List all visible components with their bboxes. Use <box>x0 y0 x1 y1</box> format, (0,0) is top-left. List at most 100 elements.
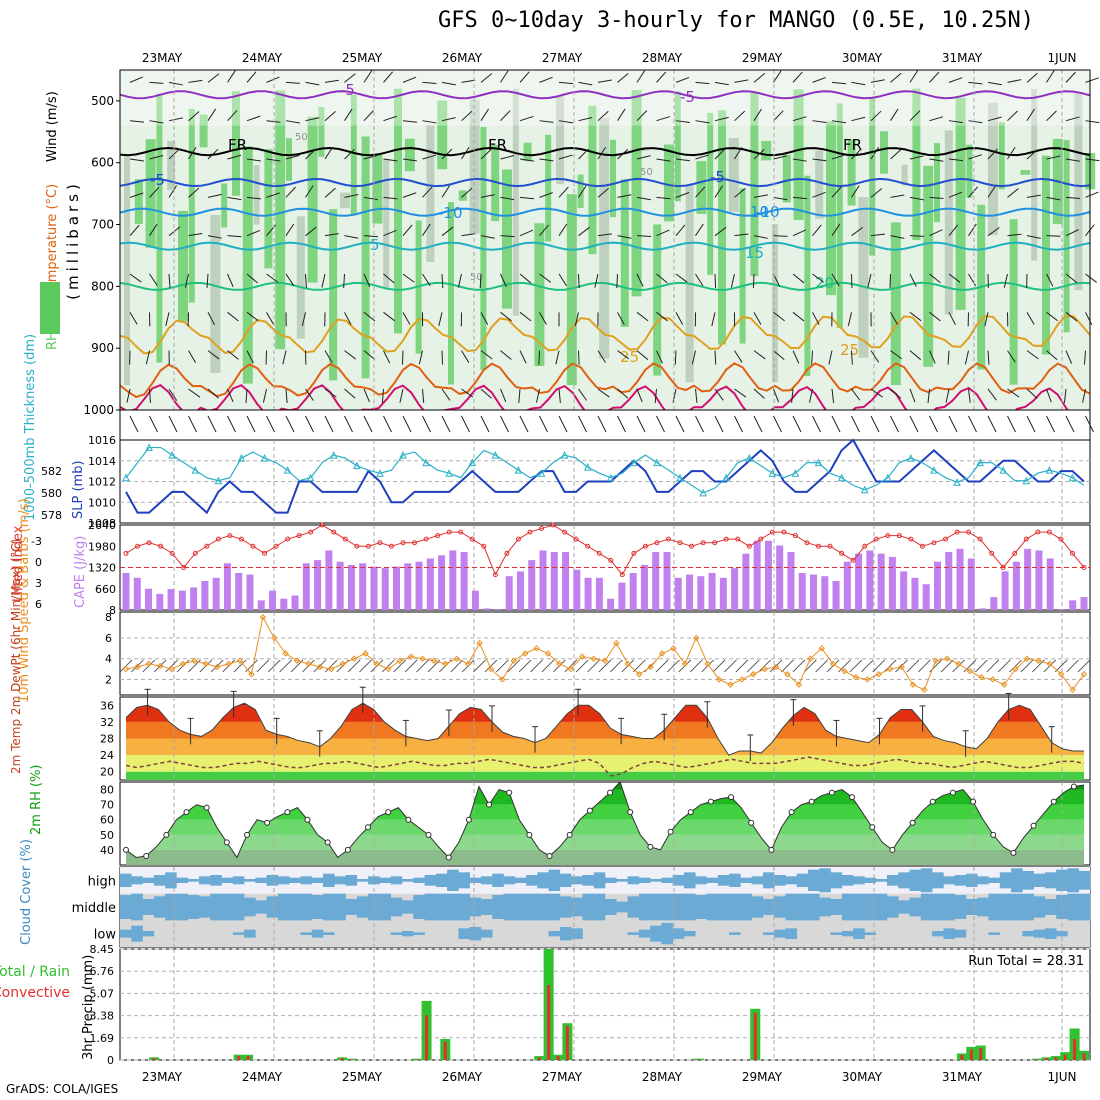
rh-streak <box>739 188 746 344</box>
cloud-bar-high <box>1022 871 1034 890</box>
rh-point <box>768 846 775 853</box>
y-tick-label: 700 <box>91 218 114 232</box>
cloud-bar-high <box>706 877 719 883</box>
surface-barb <box>233 659 247 673</box>
wind-barb <box>734 187 746 198</box>
wind-barb <box>695 388 698 403</box>
x-date-label-top: 28MAY <box>642 51 683 65</box>
li-point <box>515 536 521 542</box>
rh-point <box>445 854 452 861</box>
rh-streak <box>275 90 286 350</box>
wind-barb <box>851 81 866 86</box>
surface-barb <box>496 659 509 673</box>
wind-barb <box>847 312 852 327</box>
y-tick-label: 1000 <box>83 403 114 417</box>
wind-barb <box>383 158 398 162</box>
wind-barb <box>363 388 370 403</box>
rh-streak <box>718 110 726 345</box>
wind-speed-point <box>271 634 278 642</box>
surface-barb <box>393 659 406 673</box>
rh-point <box>970 798 977 805</box>
cloud-bar-low <box>458 928 470 939</box>
wind-barb <box>282 350 287 365</box>
rh-streak <box>664 144 674 222</box>
cloud-bar-middle <box>458 893 470 921</box>
wind-speed-point <box>214 663 221 671</box>
cloud-bar-middle <box>424 893 437 921</box>
cloud-bar-high <box>198 876 211 885</box>
wind-barb <box>964 350 969 365</box>
isotherm--5 <box>119 177 1091 188</box>
wind-barb <box>227 154 242 160</box>
precip-conv-bar <box>556 1056 560 1060</box>
y-tick-label: 1.69 <box>90 1032 115 1045</box>
cloud-bar-middle <box>266 896 279 918</box>
wind-barb <box>792 350 800 364</box>
rh-point <box>284 809 291 816</box>
cloud-bar-middle <box>153 896 166 918</box>
wind-speed-point <box>442 660 449 668</box>
precip-conv-bar <box>1054 1057 1058 1060</box>
cloud-bar-middle <box>785 893 798 921</box>
cloud-bar-high <box>289 877 301 883</box>
cloud-bar-low <box>683 931 696 937</box>
wind-barb <box>578 117 593 122</box>
wind-barb <box>383 71 394 83</box>
wind-barb <box>617 194 632 198</box>
wind-barb <box>441 185 451 198</box>
wind-barb <box>383 350 391 364</box>
wind-barb <box>227 196 242 201</box>
cloud-bar-low <box>401 931 414 937</box>
cloud-bar-low <box>311 929 324 938</box>
li-point <box>296 533 302 539</box>
surface-barb <box>655 659 669 673</box>
cloud-bar-low <box>131 925 143 942</box>
rh-point <box>869 824 876 831</box>
rh-point <box>1030 822 1037 829</box>
wind-barb <box>519 350 527 364</box>
li-y-label: Lifted Index <box>11 525 26 602</box>
wind-barb <box>285 273 295 286</box>
y-tick-label: 500 <box>91 94 114 108</box>
wind-barb <box>773 155 788 160</box>
cloud-bar-middle <box>988 893 1001 921</box>
cloud-bar-low <box>785 928 798 939</box>
wind-barb <box>399 388 404 403</box>
rh-streak <box>167 141 176 191</box>
thickness-point <box>860 485 869 494</box>
cloud-bar-middle <box>289 893 301 921</box>
x-date-label-bottom: 28MAY <box>642 1070 683 1084</box>
cloud-bar-high <box>345 875 358 886</box>
wind-barb <box>285 388 288 403</box>
series-slp <box>125 438 1085 515</box>
wind-barb <box>656 158 671 162</box>
temp-band <box>126 738 1084 756</box>
cloud-bar-high <box>841 875 854 886</box>
wind-barb <box>558 186 569 198</box>
y-tick-label: 70 <box>100 799 114 812</box>
cloud-bar-high <box>627 876 640 885</box>
cape-bar <box>922 584 930 610</box>
precip-conv-bar <box>565 1025 569 1060</box>
rh-streak <box>437 100 448 170</box>
surface-barb <box>404 659 418 673</box>
wind-barb <box>594 273 599 288</box>
cape-bar <box>708 572 716 610</box>
cape-bar <box>314 560 322 610</box>
isotherm-15 <box>119 241 1091 251</box>
thickness-point <box>376 469 384 477</box>
wind-speed-point <box>590 655 597 662</box>
wind-barb <box>809 388 813 403</box>
surface-barb <box>598 659 612 673</box>
rh-streak <box>545 134 552 242</box>
cape-bar <box>1080 597 1088 610</box>
wind-barb <box>266 312 274 325</box>
cloud-bar-low <box>300 932 313 935</box>
wind-barb <box>811 350 813 365</box>
wind-barb <box>870 110 882 122</box>
x-date-label-bottom: 25MAY <box>342 1070 383 1084</box>
cape-bar <box>956 548 964 610</box>
wind-barb <box>441 117 456 122</box>
wind-barb <box>909 70 919 83</box>
left-tick-label: 3 <box>35 577 42 590</box>
